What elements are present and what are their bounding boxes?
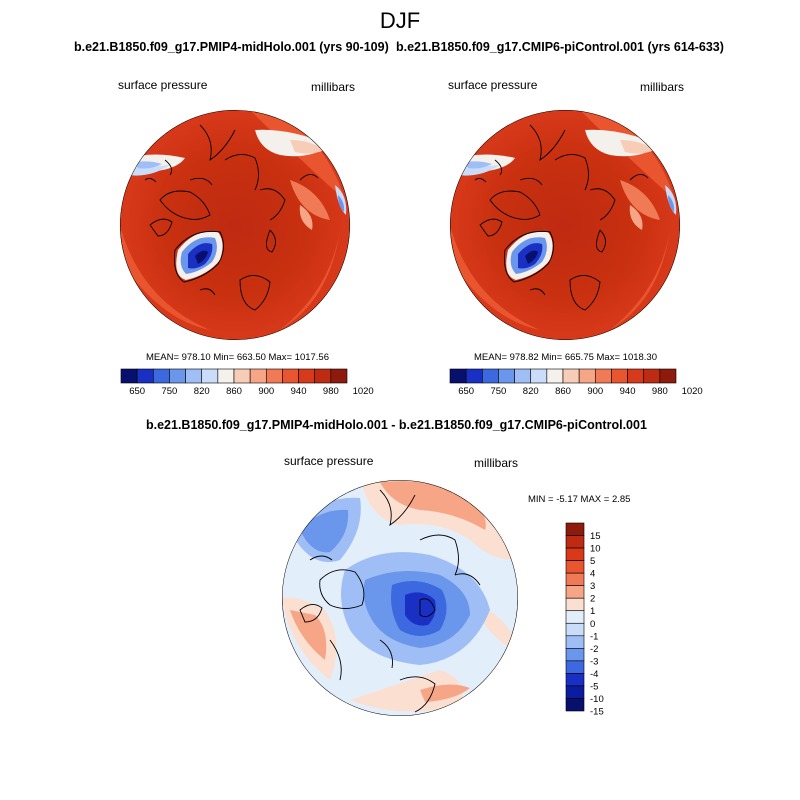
colorbar-tick-label: 4: [590, 569, 595, 580]
colorbar-swatch: [449, 368, 467, 384]
colorbar-swatch: [627, 368, 645, 384]
colorbar-tick-label: -2: [590, 644, 598, 655]
diff-subtitle: b.e21.B1850.f09_g17.PMIP4-midHolo.001 - …: [146, 418, 647, 432]
colorbar-swatch: [565, 685, 585, 699]
colorbar-tick-label: 1020: [353, 386, 374, 397]
colorbar-tick-label: 940: [291, 386, 307, 397]
figure-title: DJF: [379, 8, 421, 33]
colorbar-swatch: [481, 368, 499, 384]
colorbar-swatch: [217, 368, 235, 384]
colorbar-tick-label: 1: [590, 606, 595, 617]
colorbar-tick-label: 980: [323, 386, 339, 397]
colorbar-tick-label: 15: [590, 531, 601, 542]
colorbar-swatch: [562, 368, 580, 384]
panel-subtitle-left: b.e21.B1850.f09_g17.PMIP4-midHolo.001 (y…: [74, 40, 389, 54]
colorbar-swatch: [565, 660, 585, 674]
colorbar-swatch: [565, 597, 585, 612]
colorbar-swatch: [565, 698, 585, 712]
stats-left: MEAN= 978.10 Min= 663.50 Max= 1017.56: [146, 352, 329, 363]
colorbar-tick-label: 650: [129, 386, 145, 397]
colorbar-tick-label: -15: [590, 707, 604, 718]
colorbar-tick-label: 750: [161, 386, 177, 397]
units-label-diff: millibars: [474, 456, 519, 470]
colorbar-swatch: [565, 535, 585, 549]
colorbar-tick-label: 940: [620, 386, 636, 397]
colorbar-swatch: [643, 368, 661, 384]
colorbar-swatch: [659, 368, 677, 384]
colorbar-tick-label: 2: [590, 594, 595, 605]
colorbar-tick-label: 5: [590, 556, 595, 567]
colorbar-tick-label: 10: [590, 544, 601, 555]
variable-label-diff: surface pressure: [284, 454, 374, 468]
colorbar-tick-label: 650: [458, 386, 474, 397]
colorbar-tick-label: -1: [590, 631, 598, 642]
colorbar-tick-label: 900: [258, 386, 274, 397]
stats-right: MEAN= 978.82 Min= 665.75 Max= 1018.30: [474, 352, 657, 363]
colorbar-swatch: [498, 368, 515, 384]
colorbar-swatch: [136, 368, 154, 384]
colorbar-tick-label: 860: [226, 386, 242, 397]
colorbar-swatch: [120, 368, 138, 384]
colorbar-swatch: [565, 585, 585, 599]
colorbar-tick-label: 750: [490, 386, 506, 397]
colorbar-swatch: [546, 368, 564, 384]
colorbar-swatch: [514, 368, 532, 384]
colorbar-tick-label: 3: [590, 581, 595, 592]
variable-label-right: surface pressure: [448, 78, 538, 92]
colorbar-tick-label: -3: [590, 656, 598, 667]
colorbar-tick-label: -4: [590, 669, 598, 680]
map-diff: [282, 480, 518, 716]
colorbar-swatch: [314, 368, 332, 384]
colorbar-swatch: [578, 368, 596, 384]
colorbar-swatch: [565, 547, 585, 561]
colorbar-left: 650 750 820 860 900 940 980 1020: [120, 368, 374, 397]
colorbar-swatch: [298, 368, 316, 384]
colorbar-swatch: [565, 648, 585, 662]
colorbar-swatch: [185, 368, 203, 384]
colorbar-swatch: [565, 673, 585, 687]
colorbar-tick-label: 0: [590, 619, 595, 630]
colorbar-swatch: [565, 522, 585, 536]
colorbar-swatch: [594, 368, 612, 384]
colorbar-swatch: [611, 368, 628, 384]
colorbar-right: 650 750 820 860 900 940 980 1020: [449, 368, 703, 397]
colorbar-swatch: [565, 635, 585, 649]
colorbar-swatch: [265, 368, 283, 384]
panel-subtitle-right: b.e21.B1850.f09_g17.CMIP6-piControl.001 …: [396, 40, 724, 54]
colorbar-tick-label: 900: [587, 386, 603, 397]
colorbar-tick-label: 980: [652, 386, 668, 397]
map-right: [450, 110, 680, 340]
colorbar-swatch: [282, 368, 299, 384]
colorbar-tick-label: 860: [555, 386, 571, 397]
colorbar-swatch: [465, 368, 483, 384]
colorbar-swatch: [565, 572, 585, 586]
colorbar-swatch: [169, 368, 186, 384]
units-label-right: millibars: [640, 80, 685, 94]
units-label-left: millibars: [311, 80, 356, 94]
stats-diff: MIN = -5.17 MAX = 2.85: [528, 494, 631, 505]
colorbar-swatch: [565, 560, 585, 574]
colorbar-swatch: [565, 610, 585, 624]
variable-label-left: surface pressure: [118, 78, 208, 92]
colorbar-swatch: [249, 368, 267, 384]
colorbar-swatch: [330, 368, 348, 384]
colorbar-swatch: [565, 622, 585, 637]
map-left: [120, 110, 350, 340]
colorbar-tick-label: -10: [590, 694, 604, 705]
colorbar-swatch: [530, 368, 548, 384]
colorbar-swatch: [201, 368, 219, 384]
colorbar-tick-label: 820: [523, 386, 539, 397]
colorbar-tick-label: -5: [590, 681, 598, 692]
colorbar-swatch: [152, 368, 170, 384]
colorbar-tick-label: 820: [194, 386, 210, 397]
colorbar-swatch: [233, 368, 251, 384]
colorbar-tick-label: 1020: [682, 386, 703, 397]
